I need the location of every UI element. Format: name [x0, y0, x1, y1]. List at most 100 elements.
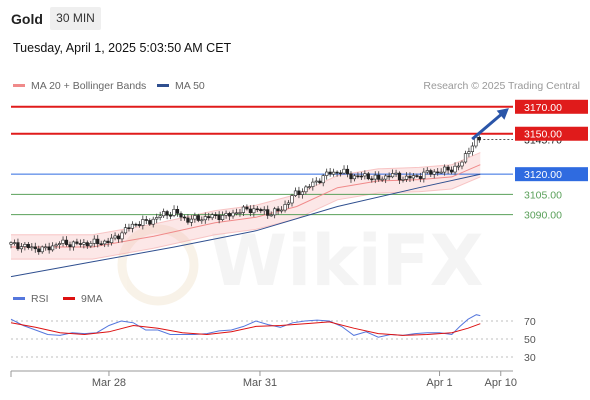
- candle-body: [210, 214, 214, 219]
- candle-body: [338, 172, 343, 175]
- candle-body: [283, 204, 287, 211]
- candle-body: [221, 215, 225, 220]
- candle-body: [297, 190, 301, 195]
- candle-body: [214, 214, 218, 216]
- candle-body: [16, 242, 20, 250]
- legend-ma20-swatch: [13, 83, 25, 87]
- candle-body: [151, 218, 155, 225]
- candle-body: [26, 244, 30, 249]
- legend-ma20: MA 20 + Bollinger Bands: [13, 80, 146, 92]
- candle-body: [82, 242, 86, 245]
- candle-body: [370, 178, 374, 181]
- candle-body: [453, 165, 457, 173]
- symbol-label: Gold: [11, 11, 43, 27]
- candle-body: [373, 174, 377, 180]
- candle-body: [182, 216, 187, 219]
- candle-body: [262, 209, 266, 212]
- candle-body: [238, 212, 242, 214]
- chart-header: Gold 30 MIN: [0, 0, 590, 36]
- projection-arrow-shaft: [471, 110, 505, 141]
- candle-body: [19, 246, 24, 250]
- ma20-line: [11, 164, 481, 248]
- level-tag-3150: [515, 126, 588, 141]
- candle-body: [162, 211, 166, 217]
- datetime-label: Tuesday, April 1, 2025 5:03:50 AM CET: [13, 41, 232, 55]
- candle-body: [439, 171, 443, 174]
- svg-text:WikiFX: WikiFX: [210, 220, 484, 302]
- candle-body: [318, 180, 322, 184]
- candle-body: [269, 214, 273, 217]
- candle-body: [144, 219, 148, 221]
- candle-body: [422, 171, 426, 179]
- candle-body: [408, 175, 412, 179]
- candle-body: [259, 209, 263, 212]
- candle-body: [148, 220, 152, 225]
- candle-body: [203, 216, 207, 221]
- watermark-logo: WikiFX: [117, 220, 484, 306]
- candle-body: [321, 175, 325, 184]
- candle-body: [279, 209, 284, 212]
- candle-body: [234, 212, 239, 215]
- legend-ma20-label: MA 20 + Bollinger Bands: [31, 80, 147, 92]
- candle-body: [120, 232, 124, 240]
- candle-body: [44, 246, 48, 249]
- candle-body: [71, 241, 75, 248]
- candle-body: [231, 212, 235, 217]
- candle-body: [127, 227, 131, 229]
- candle-body: [179, 213, 183, 218]
- candle-body: [356, 175, 360, 178]
- candle-body: [363, 173, 367, 177]
- level-tag-3120: [515, 167, 588, 182]
- candle-body: [442, 166, 447, 173]
- level-tag-3170: [515, 99, 588, 114]
- candle-body: [380, 178, 384, 181]
- candle-body: [169, 214, 173, 217]
- candle-body: [189, 218, 194, 223]
- legend-ma50-swatch: [157, 83, 169, 87]
- candle-body: [463, 153, 468, 163]
- timeframe-button[interactable]: 30 MIN: [50, 7, 101, 30]
- candle-body: [57, 243, 62, 246]
- candle-body: [366, 173, 370, 180]
- candle-body: [304, 186, 308, 193]
- candle-body: [228, 213, 232, 217]
- rsi-tick-50: 50: [524, 334, 536, 346]
- candle-body: [172, 209, 176, 216]
- candle-body: [64, 239, 69, 245]
- rsi-9ma-line: [10, 321, 481, 336]
- level-label-3120: 3120.00: [524, 169, 562, 181]
- candle-body: [75, 241, 79, 244]
- rsi-tick-30: 30: [524, 352, 536, 364]
- candle-body: [30, 246, 34, 249]
- candle-body: [328, 171, 332, 175]
- candle-body: [248, 208, 253, 214]
- rsi-tick-70: 70: [524, 316, 536, 328]
- candle-body: [266, 209, 270, 216]
- candle-body: [460, 161, 464, 167]
- candle-body: [99, 243, 103, 245]
- legend-ma50-label: MA 50: [175, 80, 205, 92]
- candle-body: [61, 239, 65, 244]
- candle-body: [116, 235, 121, 240]
- bollinger-band: [11, 152, 481, 260]
- candle-body: [436, 171, 440, 174]
- projection-arrow-head: [496, 108, 509, 120]
- x-tick-label: Apr 1: [426, 377, 452, 389]
- candle-body: [134, 223, 138, 226]
- candle-body: [224, 213, 228, 216]
- candle-body: [331, 171, 336, 175]
- candle-body: [130, 223, 135, 229]
- candle-body: [155, 217, 159, 220]
- candle-body: [54, 244, 58, 247]
- candle-body: [9, 242, 13, 245]
- candle-body: [394, 172, 398, 175]
- level-label-3170: 3170.00: [524, 102, 562, 114]
- candle-body: [78, 243, 82, 245]
- legend-rsi-label: RSI: [31, 293, 49, 305]
- candle-body: [165, 211, 169, 216]
- candle-body: [345, 168, 350, 175]
- candle-body: [106, 240, 110, 244]
- candle-body: [85, 242, 89, 247]
- candle-body: [415, 175, 419, 177]
